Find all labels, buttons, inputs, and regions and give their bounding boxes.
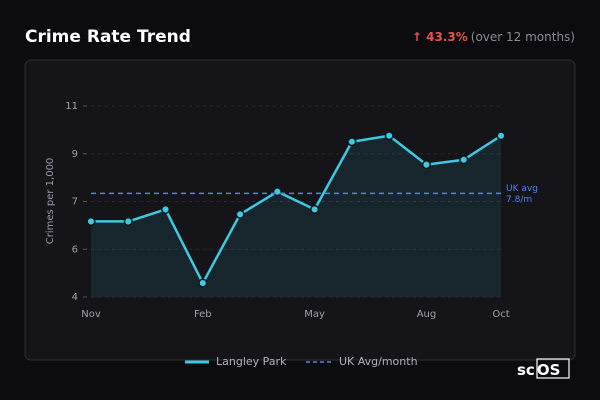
x-tick-label: Nov: [81, 309, 101, 320]
y-tick-label: 11: [65, 101, 78, 112]
logo-boxed: OS: [537, 361, 561, 379]
point: [272, 187, 282, 197]
logo-box: [536, 358, 570, 379]
y-tick-label: 7: [72, 197, 78, 208]
reference-label: UK avg: [506, 184, 538, 194]
point: [421, 160, 432, 170]
x-tick-label: Oct: [492, 309, 509, 320]
point: [123, 216, 133, 226]
point: [86, 216, 96, 226]
y-tick-label: 6: [72, 244, 78, 255]
line: [91, 134, 502, 285]
point: [310, 204, 320, 214]
point: [459, 155, 469, 165]
point: [384, 131, 394, 141]
point: [347, 137, 357, 147]
y-axis-label: Crimes per 1,000: [45, 158, 56, 245]
y-tick-label: 9: [72, 149, 78, 160]
legend-label: UK Avg/month: [339, 355, 418, 368]
change-note: (over 12 months): [471, 30, 575, 44]
point: [496, 131, 506, 141]
x-tick-label: Feb: [194, 309, 212, 320]
point: [235, 209, 245, 219]
area: [91, 135, 501, 297]
legend-label: Langley Park: [216, 355, 287, 368]
chart-card: [24, 59, 576, 361]
logo: sc OS: [517, 361, 560, 379]
change-value: ↑ 43.3%: [412, 30, 468, 44]
change-summary: ↑ 43.3% (over 12 months): [412, 30, 575, 44]
chart-title: Crime Rate Trend: [25, 27, 191, 47]
y-tick-label: 4: [72, 292, 78, 303]
point: [160, 204, 171, 214]
x-tick-label: May: [304, 309, 325, 320]
reference-label: 7.8/m: [506, 195, 532, 205]
point: [198, 278, 208, 288]
x-tick-label: Aug: [417, 309, 437, 320]
logo-prefix: sc: [517, 361, 535, 379]
